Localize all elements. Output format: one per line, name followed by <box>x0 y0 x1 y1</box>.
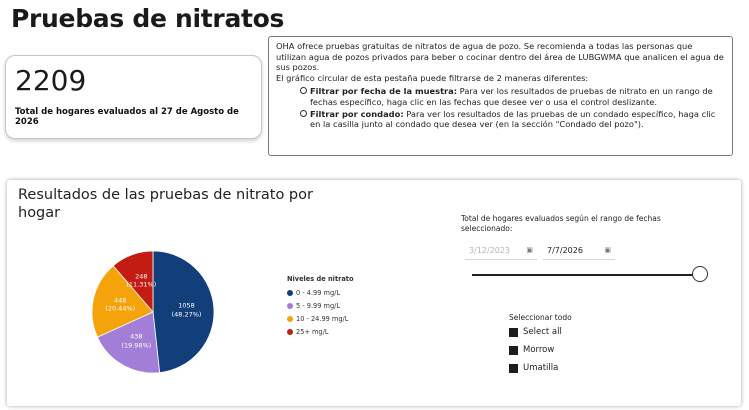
pie-slice[interactable] <box>152 250 215 374</box>
legend-label: 5 - 9.99 mg/L <box>296 301 341 310</box>
pie-value: 1058 <box>178 301 195 310</box>
pie-value: 448 <box>114 296 127 305</box>
kpi-card: 2209 Total de hogares evaluados al 27 de… <box>5 55 262 139</box>
county-option-label: Morrow <box>523 345 555 355</box>
pie-value: 438 <box>130 332 143 341</box>
kpi-value: 2209 <box>15 64 87 97</box>
pie-value: 248 <box>135 272 148 281</box>
county-filter-title: Seleccionar todo <box>509 313 572 322</box>
checkbox[interactable] <box>509 345 518 355</box>
county-option-label: Select all <box>523 327 562 337</box>
info-paragraph-2: El gráfico circular de esta pestaña pued… <box>276 72 589 83</box>
legend-label: 0 - 4.99 mg/L <box>296 288 341 297</box>
date-slider-track[interactable] <box>472 274 700 276</box>
pie-data-label: 438 (19.98%) <box>121 333 151 350</box>
county-option-select-all[interactable]: Select all <box>509 327 562 337</box>
info-item-text: Para ver los resultados de las pruebas d… <box>310 108 716 130</box>
info-paragraph-1: OHA ofrece pruebas gratuitas de nitratos… <box>276 41 724 73</box>
info-item-date: Filtrar por fecha de la muestra: Para ve… <box>276 86 725 107</box>
legend-dot <box>287 289 293 296</box>
info-item-text: Para ver los resultados de pruebas de ni… <box>310 86 713 107</box>
start-date-value: 3/12/2023 <box>469 246 511 255</box>
checkbox[interactable] <box>509 327 518 337</box>
calendar-icon[interactable]: ▣ <box>604 246 611 254</box>
end-date-value: 7/7/2026 <box>547 246 583 255</box>
pie-percent: (19.98%) <box>121 341 152 350</box>
info-item-bold: Filtrar por condado: <box>310 108 404 119</box>
info-box: OHA ofrece pruebas gratuitas de nitratos… <box>268 36 733 156</box>
pie-data-label: 1058 (48.27%) <box>172 302 202 319</box>
date-slider-handle[interactable] <box>692 266 708 282</box>
legend-dot <box>287 302 293 309</box>
legend-label: 25+ mg/L <box>296 327 329 336</box>
date-filter-title: Total de hogares evaluados según el rang… <box>461 214 661 233</box>
info-item-county: Filtrar por condado: Para ver los result… <box>276 109 725 130</box>
calendar-icon[interactable]: ▣ <box>526 246 533 254</box>
info-item-bold: Filtrar por fecha de la muestra: <box>310 86 458 97</box>
pie-slice[interactable] <box>91 265 154 338</box>
pie-chart[interactable]: 1058 (48.27%) 438 (19.98%) 448 (20.44%) 248 (11… <box>87 246 219 378</box>
pie-percent: (48.27%) <box>171 310 202 319</box>
bullet-icon <box>300 87 307 95</box>
legend: Niveles de nitrato 0 - 4.99 mg/L 5 - 9.9… <box>287 275 353 338</box>
end-date-input[interactable]: 7/7/2026 ▣ <box>543 242 615 260</box>
legend-item[interactable]: 10 - 24.99 mg/L <box>287 312 353 325</box>
pie-percent: (11.31%) <box>126 280 157 289</box>
county-option-label: Umatilla <box>523 363 559 373</box>
pie-slice[interactable] <box>96 311 161 374</box>
pie-slice[interactable] <box>112 250 154 314</box>
pie-svg <box>91 250 215 374</box>
checkbox[interactable] <box>509 363 518 373</box>
legend-label: 10 - 24.99 mg/L <box>296 314 349 323</box>
pie-data-label: 448 (20.44%) <box>105 296 135 313</box>
legend-item[interactable]: 0 - 4.99 mg/L <box>287 286 353 299</box>
legend-item[interactable]: 25+ mg/L <box>287 325 353 338</box>
legend-item[interactable]: 5 - 9.99 mg/L <box>287 299 353 312</box>
pie-percent: (20.44%) <box>105 304 136 313</box>
county-option-umatilla[interactable]: Umatilla <box>509 363 558 373</box>
legend-dot <box>287 315 293 322</box>
page-title: Pruebas de nitratos <box>11 4 285 33</box>
info-list: Filtrar por fecha de la muestra: Para ve… <box>276 86 725 129</box>
chart-title: Resultados de las pruebas de nitrato por… <box>18 187 313 221</box>
start-date-input[interactable]: 3/12/2023 ▣ <box>465 242 537 260</box>
legend-dot <box>287 328 293 335</box>
kpi-label: Total de hogares evaluados al 27 de Agos… <box>15 107 239 127</box>
bullet-icon <box>300 109 307 117</box>
county-option-morrow[interactable]: Morrow <box>509 345 554 355</box>
chart-panel: Resultados de las pruebas de nitrato por… <box>7 180 741 406</box>
legend-title: Niveles de nitrato <box>287 275 354 283</box>
pie-data-label: 248 (11.31%) <box>126 272 156 289</box>
